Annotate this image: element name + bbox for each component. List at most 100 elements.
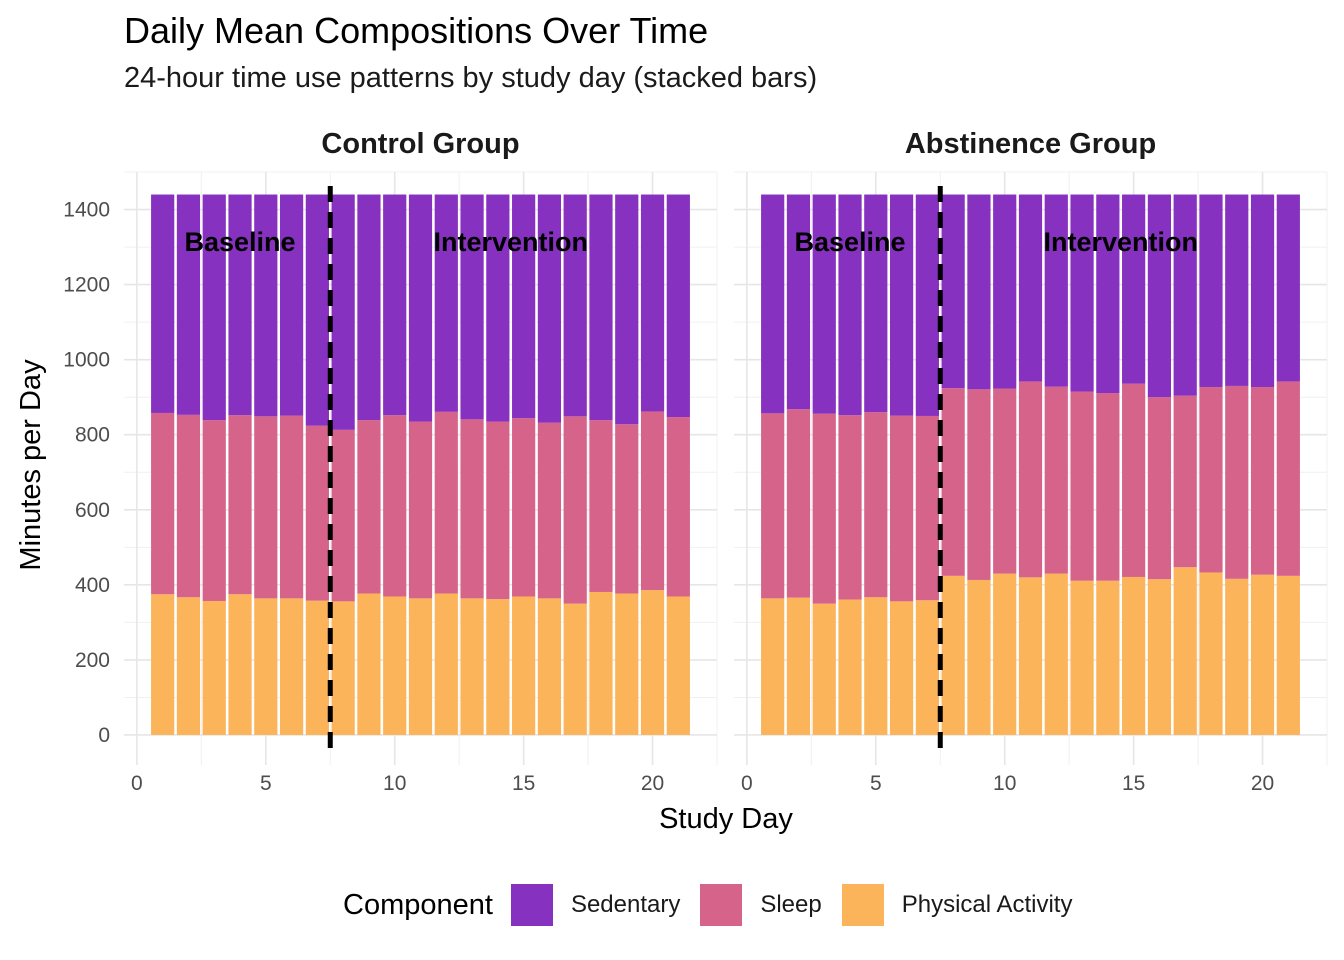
bar-physical-activity	[563, 603, 587, 735]
bar-sleep	[915, 415, 939, 601]
bar-physical-activity	[176, 597, 201, 735]
y-tick-label: 200	[75, 649, 110, 672]
bar-sleep	[1250, 387, 1275, 575]
bar-physical-activity	[1173, 567, 1197, 735]
x-tick-label: 15	[512, 772, 535, 795]
legend-item-physical-activity: Physical Activity	[841, 884, 1073, 926]
bar-physical-activity	[202, 600, 226, 735]
y-tick-label: 0	[98, 724, 110, 747]
bar-sedentary	[941, 194, 965, 389]
bar-sleep	[640, 411, 665, 591]
bar-sleep	[563, 416, 587, 604]
bar-sleep	[786, 409, 811, 598]
bar-sleep	[1147, 397, 1172, 580]
bar-sleep	[434, 411, 458, 594]
x-tick-label: 10	[993, 772, 1016, 795]
bar-sleep	[228, 415, 252, 595]
bar-physical-activity	[434, 593, 458, 735]
bar-sedentary	[305, 194, 329, 426]
y-tick-label: 1200	[63, 274, 110, 297]
bar-physical-activity	[408, 598, 433, 735]
bar-sleep	[279, 415, 304, 599]
panel-title: Abstinence Group	[905, 128, 1156, 160]
bar-sleep	[383, 415, 407, 597]
bar-physical-activity	[383, 596, 407, 735]
bar-sleep	[1018, 381, 1043, 578]
bar-physical-activity	[786, 597, 811, 735]
bar-sleep	[993, 388, 1017, 574]
bar-sedentary	[331, 194, 355, 430]
bar-physical-activity	[889, 601, 914, 735]
panel-title: Control Group	[321, 128, 519, 160]
bar-sedentary	[615, 194, 639, 425]
y-tick-label: 1400	[63, 199, 110, 222]
bar-sleep	[864, 412, 888, 598]
bar-sedentary	[967, 194, 991, 390]
bar-physical-activity	[615, 593, 639, 735]
legend-title: Component	[343, 888, 493, 921]
legend-key-physical-activity	[841, 884, 884, 926]
bar-physical-activity	[151, 594, 175, 735]
bar-sedentary	[1276, 194, 1300, 382]
bar-sedentary	[786, 194, 811, 410]
x-tick-label: 5	[870, 772, 882, 795]
bar-sedentary	[1122, 194, 1146, 384]
phase-label-baseline: Baseline	[794, 227, 905, 257]
legend-label-sedentary: Sedentary	[570, 891, 681, 918]
bar-sedentary	[761, 194, 785, 414]
bar-sleep	[1199, 387, 1223, 573]
bar-physical-activity	[1070, 580, 1094, 735]
bar-sleep	[1122, 383, 1146, 577]
bar-sedentary	[176, 194, 201, 415]
phase-label-baseline: Baseline	[184, 227, 295, 257]
bar-sedentary	[279, 194, 304, 416]
x-tick-label: 20	[1251, 772, 1274, 795]
bar-sedentary	[1070, 194, 1094, 392]
x-tick-label: 0	[131, 772, 143, 795]
bar-physical-activity	[331, 601, 355, 735]
bar-sedentary	[383, 194, 407, 416]
bar-sedentary	[1147, 194, 1172, 398]
bar-physical-activity	[1018, 577, 1043, 735]
bar-physical-activity	[1096, 580, 1120, 735]
bar-sedentary	[864, 194, 888, 413]
x-tick-label: 20	[641, 772, 664, 795]
panel-control-group: Control Group Baseline Intervention 0 5 10 15 2…	[124, 128, 718, 795]
bar-sedentary	[357, 194, 381, 421]
bar-physical-activity	[640, 590, 665, 735]
bar-sleep	[357, 420, 381, 594]
bar-sedentary	[1225, 194, 1249, 386]
bar-sedentary	[1250, 194, 1275, 388]
bar-sedentary	[537, 194, 562, 423]
bar-sleep	[589, 420, 613, 592]
bar-sedentary	[812, 194, 836, 414]
bar-sedentary	[434, 194, 458, 412]
bar-sleep	[941, 388, 965, 576]
bar-sedentary	[228, 194, 252, 416]
bar-physical-activity	[228, 594, 252, 735]
bar-sedentary	[1173, 194, 1197, 396]
bar-physical-activity	[1147, 579, 1172, 735]
phase-label-intervention: Intervention	[433, 227, 588, 257]
bar-physical-activity	[279, 598, 304, 735]
bar-sleep	[666, 417, 690, 597]
bar-sedentary	[151, 194, 175, 413]
bar-sleep	[1044, 386, 1068, 574]
bar-sedentary	[640, 194, 665, 412]
bar-sleep	[761, 413, 785, 599]
x-tick-label: 10	[383, 772, 406, 795]
bar-physical-activity	[1122, 576, 1146, 735]
bar-physical-activity	[537, 598, 562, 735]
bar-physical-activity	[1199, 572, 1223, 735]
bar-sedentary	[254, 194, 278, 417]
bar-sleep	[486, 421, 510, 600]
bar-sedentary	[589, 194, 613, 421]
bar-physical-activity	[864, 597, 888, 735]
bar-sleep	[812, 413, 836, 604]
legend-label-physical-activity: Physical Activity	[901, 891, 1073, 918]
phase-label-intervention: Intervention	[1043, 227, 1198, 257]
bar-sleep	[1276, 381, 1300, 576]
bar-sleep	[838, 415, 862, 600]
bar-sedentary	[512, 194, 536, 419]
bar-sedentary	[993, 194, 1017, 389]
